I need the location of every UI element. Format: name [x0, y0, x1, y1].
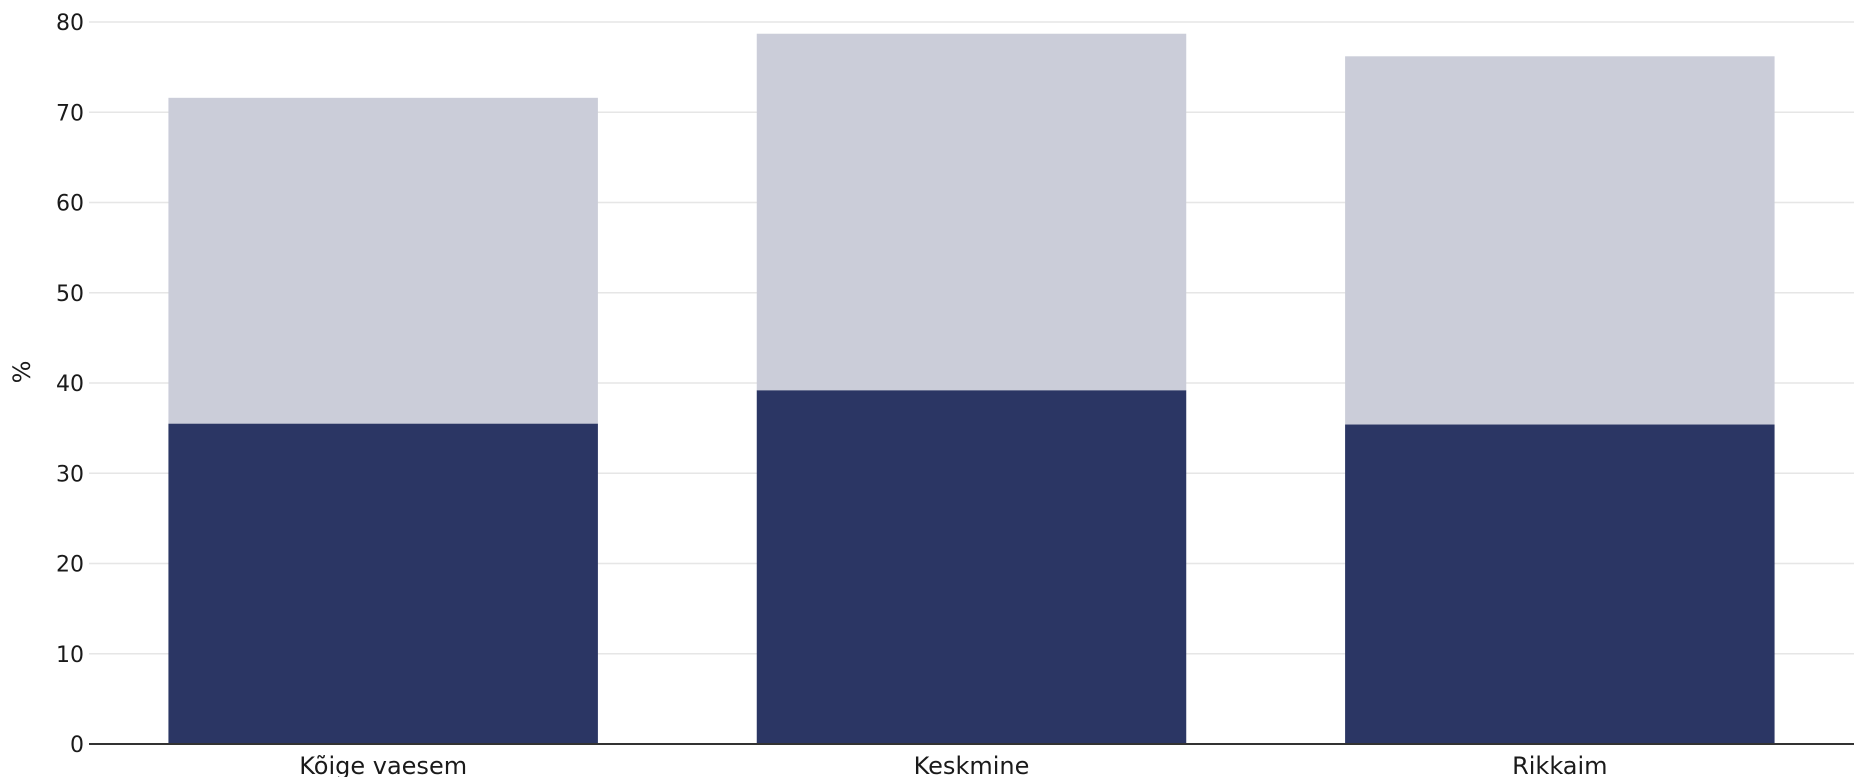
y-tick-label: 20	[56, 553, 84, 578]
bar-segment-upper-3	[1345, 56, 1775, 425]
y-tick-label: 50	[56, 282, 84, 307]
bar-segment-lower-3	[1345, 424, 1775, 744]
x-category-labels: Kõige vaesem Keskmine Rikkaim	[299, 752, 1607, 777]
bars	[168, 33, 1775, 744]
x-category-label: Kõige vaesem	[299, 752, 467, 777]
x-category-label: Keskmine	[914, 752, 1030, 777]
x-category-label: Rikkaim	[1512, 752, 1607, 777]
y-tick-label: 60	[56, 192, 84, 217]
y-tick-label: 0	[70, 733, 84, 758]
y-tick-label: 10	[56, 643, 84, 668]
y-tick-label: 80	[56, 11, 84, 36]
bar-segment-upper-1	[168, 97, 598, 424]
y-tick-label: 30	[56, 462, 84, 487]
y-axis-title: %	[8, 361, 36, 384]
y-tick-label: 70	[56, 101, 84, 126]
bar-segment-upper-2	[756, 33, 1187, 391]
y-tick-label: 40	[56, 372, 84, 397]
bar-segment-lower-2	[756, 390, 1187, 744]
bar-segment-lower-1	[168, 423, 598, 744]
y-tick-labels: 0 10 20 30 40 50 60 70 80	[56, 11, 84, 758]
